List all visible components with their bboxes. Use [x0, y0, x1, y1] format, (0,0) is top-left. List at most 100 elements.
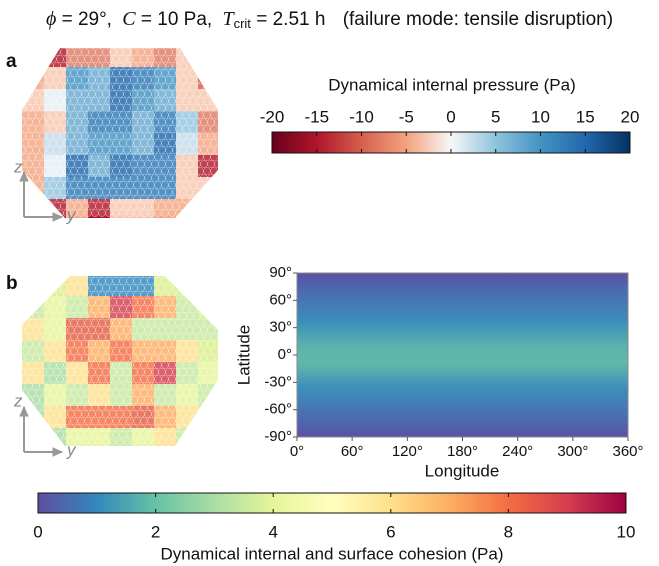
particle: [53, 90, 61, 98]
particle: [53, 48, 61, 56]
particle-block: [154, 318, 176, 340]
particle: [196, 125, 204, 133]
particle: [193, 276, 201, 278]
particle: [22, 104, 26, 112]
particle: [109, 174, 117, 182]
particle: [210, 167, 218, 175]
particle: [67, 174, 75, 182]
particle: [88, 62, 96, 70]
particle: [165, 62, 173, 70]
particle: [56, 333, 64, 341]
particle: [179, 368, 187, 376]
particle: [119, 305, 127, 313]
title-text: = 2.51 h: [256, 9, 326, 30]
x-tick-label: 360°: [612, 443, 643, 460]
particle: [214, 104, 218, 112]
particle: [147, 417, 155, 425]
particle: [70, 361, 78, 369]
particle: [161, 83, 169, 91]
particle: [49, 431, 57, 439]
particle: [95, 76, 103, 84]
particle: [25, 368, 33, 376]
particle: [74, 284, 82, 292]
particle: [203, 277, 211, 285]
particle: [151, 284, 159, 292]
particle: [91, 167, 99, 175]
particle: [81, 188, 89, 196]
particle: [77, 291, 85, 299]
particle: [67, 276, 75, 278]
particle: [46, 276, 54, 278]
particle: [22, 333, 29, 341]
particle: [63, 277, 71, 285]
particle: [46, 160, 54, 168]
particle: [35, 195, 43, 203]
particle: [105, 209, 113, 217]
particle-block: [198, 276, 218, 296]
particle: [140, 347, 148, 355]
particle: [130, 382, 138, 390]
particle: [133, 403, 141, 411]
particle: [25, 174, 33, 182]
particle: [102, 76, 110, 84]
particle: [84, 347, 92, 355]
particle: [70, 347, 78, 355]
particle: [105, 167, 113, 175]
particle: [203, 347, 211, 355]
particle-block: [44, 296, 66, 318]
particle: [214, 174, 218, 182]
particle: [88, 174, 96, 182]
particle: [60, 48, 68, 56]
particle: [214, 340, 218, 348]
particle: [81, 284, 89, 292]
particle: [35, 431, 43, 439]
particle: [130, 174, 138, 182]
particle: [67, 368, 75, 376]
particle: [210, 431, 218, 439]
particle: [158, 354, 166, 362]
particle: [123, 48, 131, 56]
particle: [84, 181, 92, 189]
particle-block: [66, 362, 88, 384]
particle: [28, 195, 36, 203]
particle: [67, 284, 75, 292]
particle: [95, 48, 103, 56]
particle: [81, 132, 89, 140]
particle: [116, 188, 124, 196]
particle: [42, 431, 50, 439]
particle: [123, 368, 131, 376]
particle: [165, 48, 173, 56]
particle: [112, 277, 120, 285]
particle: [133, 153, 141, 161]
particle: [210, 111, 218, 119]
particle: [133, 48, 141, 49]
particle: [161, 361, 169, 369]
particle: [182, 417, 190, 425]
particle: [214, 202, 218, 210]
particle: [49, 97, 57, 105]
particle-block: [132, 199, 154, 218]
particle: [133, 55, 141, 63]
particle: [182, 48, 190, 49]
particle: [144, 90, 152, 98]
particle: [91, 333, 99, 341]
particle-block: [154, 155, 176, 177]
particle: [77, 48, 85, 49]
particle: [179, 326, 187, 334]
particle-block: [88, 67, 110, 89]
particle: [214, 354, 218, 362]
particle: [22, 62, 26, 70]
particle: [182, 97, 190, 105]
particle: [214, 160, 218, 168]
particle: [137, 62, 145, 70]
particle: [49, 139, 57, 147]
axis-icon: [19, 170, 64, 457]
y-tick-label: 30°: [269, 319, 292, 336]
particle: [70, 305, 78, 313]
particle-block: [88, 155, 110, 177]
particle: [119, 97, 127, 105]
particle: [56, 389, 64, 397]
particle: [25, 48, 33, 56]
particle: [151, 118, 159, 126]
particle: [137, 104, 145, 112]
